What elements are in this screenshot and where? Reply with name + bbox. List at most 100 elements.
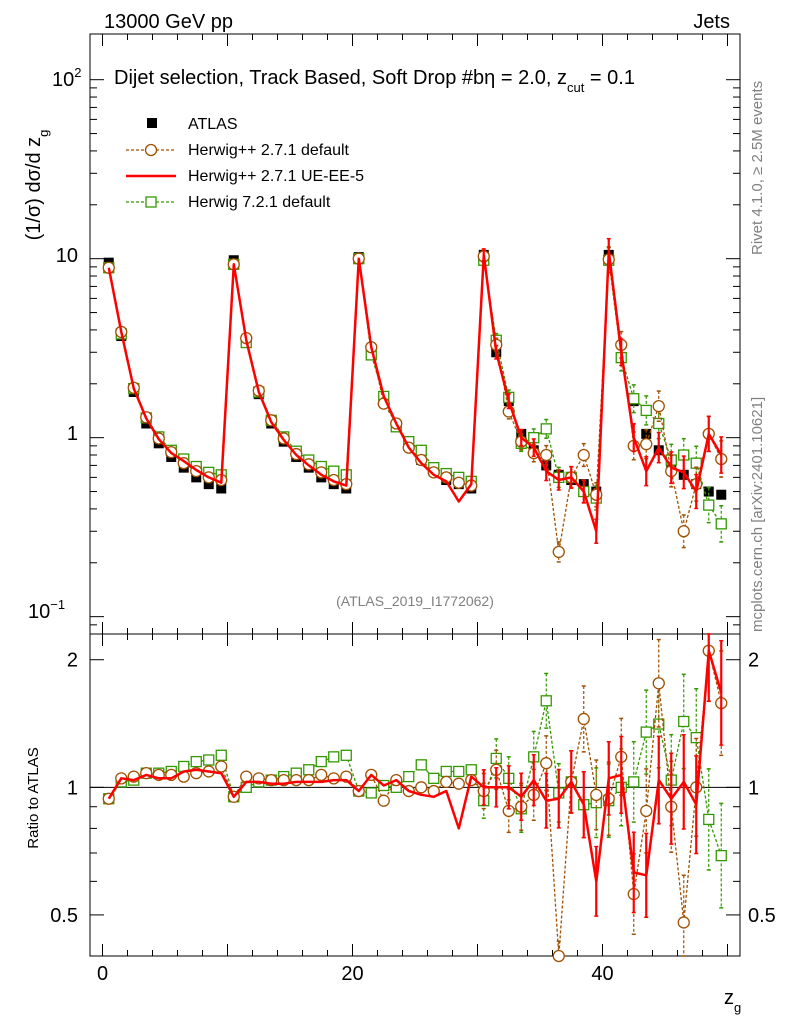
ratio-tick-label-left: 1 bbox=[67, 777, 78, 799]
point-herwig7-default bbox=[540, 695, 552, 707]
y-axis-title-ratio: Ratio to ATLAS bbox=[25, 747, 42, 848]
legend: ATLAS Herwig++ 2.7.1 default Herwig++ 2.… bbox=[126, 116, 364, 211]
point-herwig7-default bbox=[703, 813, 715, 826]
ratio-tick-label-right: 1 bbox=[748, 777, 759, 799]
point-herwig7-default bbox=[340, 749, 352, 761]
point-herwig7-default bbox=[215, 749, 227, 761]
point-herwigpp-default bbox=[677, 525, 690, 538]
point-herwig7-default bbox=[678, 715, 690, 728]
point-herwig7-default bbox=[640, 404, 652, 417]
main-tick-label-1: 1 bbox=[67, 423, 78, 445]
point-herwigpp-default bbox=[652, 677, 665, 690]
point-herwigpp-default bbox=[440, 775, 453, 789]
point-herwig7-default bbox=[415, 444, 427, 456]
point-herwigpp-default bbox=[552, 545, 565, 559]
point-herwigpp-default bbox=[540, 448, 553, 462]
point-herwigpp-default bbox=[652, 399, 665, 413]
point-herwig7-default bbox=[428, 772, 440, 784]
point-herwig7-default bbox=[628, 393, 640, 405]
main-tick-label-10: 10 bbox=[56, 245, 78, 267]
point-atlas bbox=[641, 428, 652, 439]
ratio-tick-label-left: 0.5 bbox=[50, 905, 78, 927]
point-atlas bbox=[203, 479, 214, 490]
point-herwig7-default bbox=[315, 755, 327, 768]
x-tick-label: 0 bbox=[97, 963, 108, 985]
legend-marker-herwigpp-default bbox=[144, 143, 158, 157]
legend-label-atlas: ATLAS bbox=[188, 116, 238, 133]
point-herwig7-default bbox=[703, 499, 715, 511]
analysis-watermark: (ATLAS_2019_I1772062) bbox=[336, 593, 494, 609]
main-plot-marks bbox=[102, 237, 728, 563]
legend-marker-atlas bbox=[147, 118, 157, 128]
point-herwigpp-default bbox=[677, 916, 690, 929]
point-herwig7-default bbox=[303, 764, 315, 776]
axis-ticks bbox=[90, 34, 740, 957]
point-herwigpp-default bbox=[302, 773, 315, 787]
ratio-frame bbox=[89, 633, 741, 957]
point-herwigpp-default bbox=[590, 488, 603, 501]
point-herwigpp-default bbox=[240, 770, 253, 783]
point-herwigpp-default bbox=[540, 757, 553, 770]
ratio-plot-marks bbox=[102, 633, 728, 963]
point-herwigpp-default bbox=[415, 453, 428, 467]
point-herwig7-default bbox=[203, 754, 215, 766]
legend-label-herwigpp-ueee5: Herwig++ 2.7.1 UE-EE-5 bbox=[188, 168, 364, 185]
point-herwigpp-default bbox=[327, 772, 340, 785]
ratio-tick-label-right: 0.5 bbox=[748, 905, 776, 927]
point-herwigpp-default bbox=[452, 777, 465, 790]
y-axis-title-main: (1/σ) dσ/d zg bbox=[23, 130, 51, 241]
point-atlas bbox=[716, 489, 727, 500]
point-herwigpp-default bbox=[415, 781, 428, 794]
point-herwigpp-default bbox=[452, 476, 465, 489]
legend-marker-herwig7-default bbox=[145, 196, 157, 208]
point-herwig7-default bbox=[190, 755, 202, 768]
side-label-rivet: Rivet 4.1.0, ≥ 2.5M events bbox=[749, 81, 766, 255]
point-herwig7-default bbox=[640, 726, 652, 738]
point-herwigpp-default bbox=[640, 804, 653, 818]
point-herwig7-default bbox=[715, 849, 727, 862]
legend-label-herwig7-default: Herwig 7.2.1 default bbox=[188, 194, 331, 211]
point-herwigpp-default bbox=[552, 949, 565, 963]
point-herwig7-default bbox=[465, 764, 477, 776]
header-right: Jets bbox=[693, 11, 730, 33]
header-left: 13000 GeV pp bbox=[104, 11, 233, 33]
series-line-herwig7-default bbox=[108, 258, 722, 525]
main-tick-label-0.1: 10−1 bbox=[28, 597, 65, 623]
point-herwigpp-default bbox=[577, 448, 590, 462]
point-herwigpp-default bbox=[290, 773, 303, 787]
point-herwig7-default bbox=[628, 776, 640, 788]
point-herwigpp-default bbox=[377, 794, 390, 807]
point-herwigpp-default bbox=[315, 768, 328, 782]
series-line-herwigpp-ueee5 bbox=[107, 649, 723, 883]
point-herwigpp-default bbox=[215, 760, 228, 773]
x-tick-label: 40 bbox=[591, 963, 613, 985]
point-atlas bbox=[216, 483, 227, 494]
x-tick-label: 20 bbox=[341, 963, 363, 985]
point-herwig7-default bbox=[540, 423, 552, 435]
ratio-tick-label-left: 2 bbox=[67, 650, 78, 672]
point-atlas bbox=[703, 486, 714, 497]
series-line-herwigpp-ueee5 bbox=[107, 250, 723, 533]
point-herwigpp-default bbox=[640, 437, 653, 451]
series-line-herwigpp-default bbox=[108, 650, 722, 957]
point-herwig7-default bbox=[453, 765, 465, 778]
point-herwig7-default bbox=[715, 518, 727, 530]
ratio-tick-labels: 2 2 1 1 0.5 0.5 bbox=[50, 650, 776, 927]
point-herwig7-default bbox=[403, 770, 415, 783]
point-herwig7-default bbox=[490, 752, 502, 765]
point-herwig7-default bbox=[415, 759, 427, 771]
point-herwigpp-default bbox=[577, 712, 590, 726]
ratio-tick-label-right: 2 bbox=[748, 650, 759, 672]
point-herwig7-default bbox=[365, 787, 377, 799]
side-label-mcplots: mcplots.cern.ch [arXiv:2401.10621] bbox=[749, 397, 766, 632]
point-herwig7-default bbox=[440, 765, 452, 778]
x-axis-title: zg bbox=[724, 987, 741, 1015]
point-herwigpp-default bbox=[590, 788, 603, 801]
point-herwig7-default bbox=[653, 718, 665, 730]
point-herwig7-default bbox=[328, 751, 340, 763]
x-tick-labels: 0 20 40 bbox=[97, 963, 614, 985]
plot-title: Dijet selection, Track Based, Soft Drop … bbox=[114, 67, 635, 95]
legend-label-herwigpp-default: Herwig++ 2.7.1 default bbox=[188, 142, 350, 159]
point-atlas bbox=[191, 472, 202, 483]
